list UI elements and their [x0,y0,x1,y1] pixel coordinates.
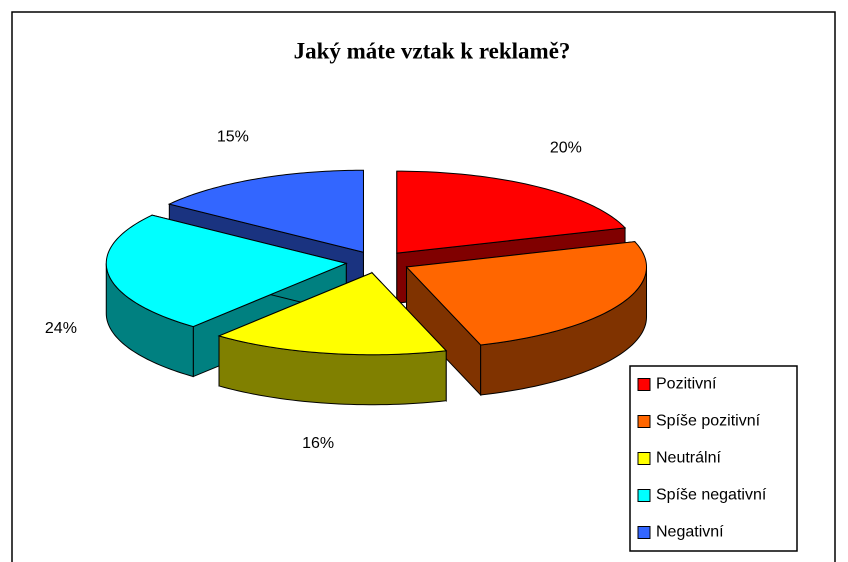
legend-swatch [637,378,651,391]
data-label: 20% [550,140,582,157]
legend-swatch [637,489,651,502]
legend-swatch [637,452,651,465]
legend-swatch [637,526,651,539]
slice [167,169,364,253]
slice [405,241,648,346]
legend-label: Spíše pozitivní [656,413,761,430]
legend-swatch [637,415,651,428]
legend-label: Negativní [656,524,724,541]
legend-label: Neutrální [656,450,721,467]
chart-title: Jaký máte vztak k reklamě? [294,38,571,63]
legend-label: Spíše negativní [656,487,767,504]
data-label: 16% [302,435,334,452]
slice [396,170,627,254]
slice [105,214,348,328]
legend-label: Pozitivní [656,376,717,393]
legend [629,365,798,552]
data-label: 24% [45,320,77,337]
data-label: 15% [217,129,249,146]
slice [217,272,448,356]
